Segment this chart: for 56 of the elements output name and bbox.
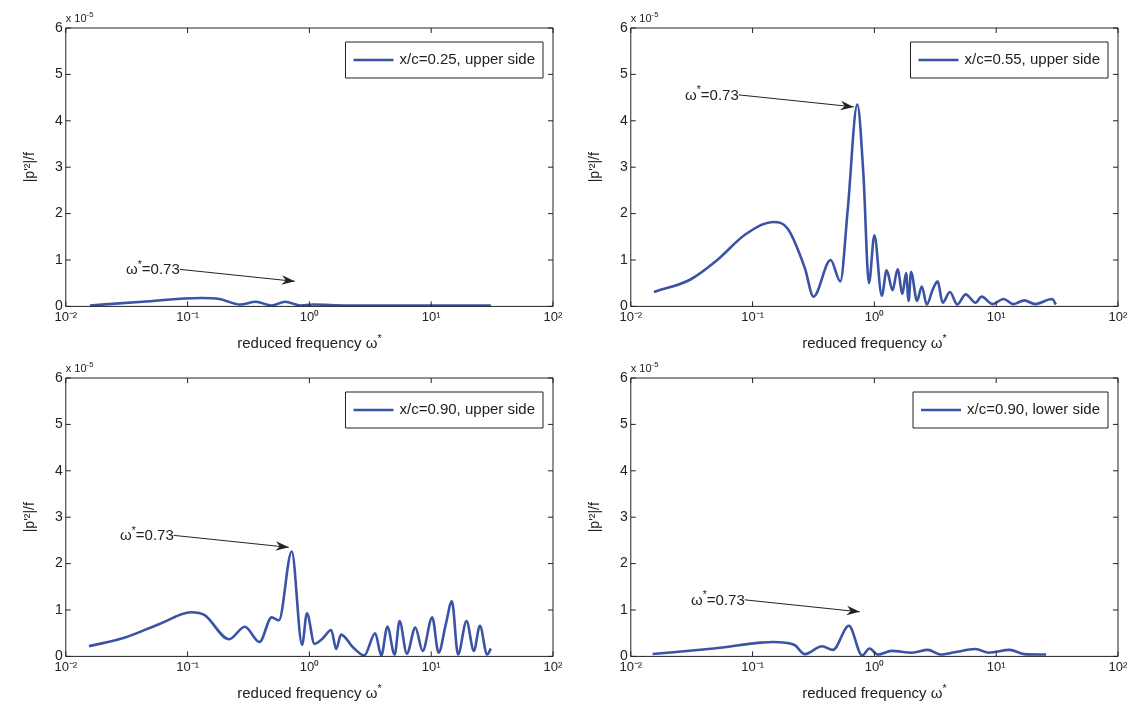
- x-tick-label: 10⁻¹: [741, 308, 765, 324]
- x-axis-title: reduced frequency ω*: [802, 331, 947, 352]
- x-tick-label: 10¹: [421, 308, 442, 324]
- y-tick-label: 4: [54, 461, 63, 478]
- y-tick-label: 6: [619, 368, 628, 385]
- x-tick-label: 10¹: [986, 658, 1007, 674]
- legend-label: x/c=0.90, upper side: [399, 400, 536, 418]
- y-tick-label: 1: [54, 250, 63, 267]
- y-tick-label: 6: [54, 368, 63, 385]
- y-tick-label: 1: [619, 600, 628, 617]
- x-axis-title: reduced frequency ω*: [237, 681, 382, 702]
- y-axis-title: |p'²|/f: [20, 152, 37, 183]
- y-tick-label: 1: [619, 250, 628, 267]
- x-tick-label: 10¹: [421, 658, 442, 674]
- y-tick-label: 2: [54, 554, 63, 571]
- x-tick-label: 10⁻¹: [176, 658, 200, 674]
- y-tick-label: 6: [619, 18, 628, 35]
- y-axis-title: |p'²|/f: [585, 502, 602, 533]
- y-tick-label: 6: [54, 18, 63, 35]
- y-tick-label: 2: [54, 204, 63, 221]
- y-tick-label: 3: [54, 508, 63, 525]
- y-tick-label: 2: [619, 204, 628, 221]
- annotation: ω*=0.73: [119, 523, 174, 544]
- y-axis-title: |p'²|/f: [20, 502, 37, 533]
- y-tick-label: 4: [619, 111, 628, 128]
- y-tick-label: 1: [54, 600, 63, 617]
- annotation: ω*=0.73: [684, 83, 739, 103]
- y-tick-label: 5: [54, 415, 63, 432]
- annotation: ω*=0.73: [126, 257, 180, 278]
- y-tick-label: 5: [619, 65, 628, 82]
- y-tick-label: 5: [54, 65, 63, 82]
- y-tick-label: 3: [619, 508, 628, 525]
- annotation: ω*=0.73: [691, 588, 745, 608]
- x-tick-label: 10²: [1108, 658, 1129, 674]
- y-tick-label: 2: [619, 554, 628, 571]
- legend-label: x/c=0.55, upper side: [964, 50, 1101, 68]
- x-tick-label: 10⁰: [864, 658, 885, 674]
- x-tick-label: 10²: [543, 658, 564, 674]
- x-tick-label: 10⁻¹: [741, 658, 765, 674]
- x-axis-title: reduced frequency ω*: [237, 331, 382, 352]
- y-axis-title: |p'²|/f: [585, 152, 602, 183]
- y-tick-label: 5: [619, 415, 628, 432]
- x-tick-label: 10²: [543, 308, 564, 324]
- x-tick-label: 10⁰: [299, 308, 320, 324]
- x-tick-label: 10⁰: [299, 658, 320, 674]
- y-tick-label: 3: [54, 158, 63, 175]
- y-tick-label: 4: [54, 111, 63, 128]
- legend-label: x/c=0.90, lower side: [967, 400, 1101, 418]
- x-axis-title: reduced frequency ω*: [802, 681, 947, 702]
- legend-label: x/c=0.25, upper side: [399, 50, 536, 68]
- x-tick-label: 10¹: [986, 308, 1007, 324]
- x-tick-label: 10²: [1108, 308, 1129, 324]
- y-tick-label: 4: [619, 461, 628, 478]
- y-tick-label: 3: [619, 158, 628, 175]
- x-tick-label: 10⁰: [864, 308, 885, 324]
- x-tick-label: 10⁻¹: [176, 308, 200, 324]
